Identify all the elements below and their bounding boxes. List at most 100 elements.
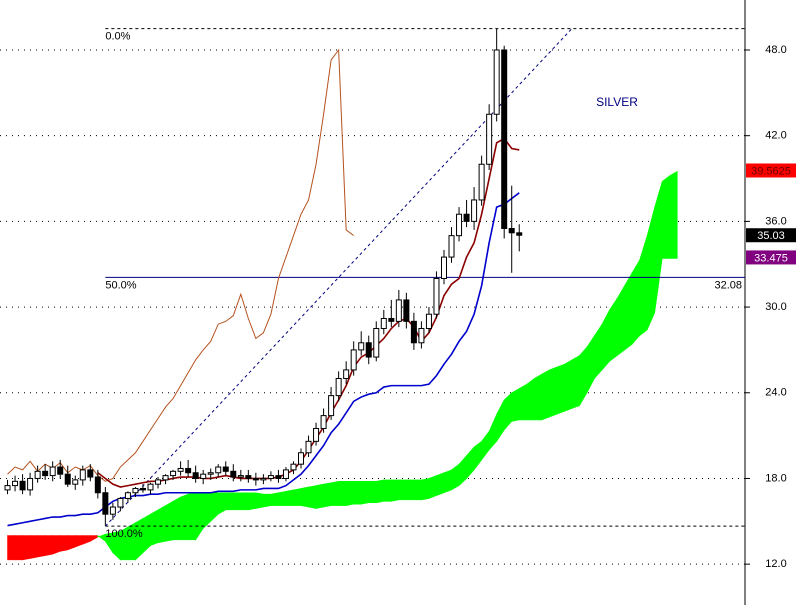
price-marker-box <box>746 250 796 265</box>
candle-body <box>222 466 229 472</box>
price-marker-label: 35.03 <box>757 230 785 242</box>
cloud-segment <box>44 535 53 556</box>
cloud-segment <box>308 485 317 509</box>
candle-body <box>373 327 380 358</box>
candle-body <box>313 427 320 442</box>
cloud-segment <box>29 535 38 559</box>
candle-body <box>245 475 252 479</box>
cloud-segment <box>616 284 625 357</box>
cloud-segment <box>518 383 528 421</box>
y-tick-label: 24.0 <box>765 387 786 399</box>
candle-body <box>290 463 297 471</box>
y-tick-label: 30.0 <box>765 301 786 313</box>
cloud-segment <box>541 369 550 421</box>
indicator-line <box>7 48 354 482</box>
indicator-line <box>7 192 520 527</box>
candle-body <box>343 369 350 379</box>
fib-level-label: 50.0% <box>105 279 136 291</box>
cloud-segment <box>406 479 415 501</box>
candle-body <box>79 469 86 481</box>
price-marker-label: 33.475 <box>754 252 788 264</box>
candle-body <box>215 466 222 474</box>
candle-body <box>440 256 447 280</box>
candle-body <box>471 199 478 222</box>
candle-body <box>335 377 342 397</box>
candle-body <box>448 235 455 258</box>
candle-body <box>109 506 116 515</box>
candle-body <box>282 469 289 479</box>
cloud-segment <box>67 535 76 551</box>
candle-body <box>463 213 470 222</box>
y-tick-label: 36.0 <box>765 215 786 227</box>
cloud-segment <box>391 479 400 502</box>
candle-body <box>267 475 274 479</box>
candle-body <box>320 415 327 429</box>
cloud-segment <box>661 175 671 259</box>
candle-body <box>230 470 237 478</box>
fib-level-label: 0.0% <box>105 30 130 42</box>
fib-level-value: 32.08 <box>714 279 742 291</box>
cloud-segment <box>564 359 573 412</box>
candle-body <box>350 349 357 371</box>
candle-body <box>305 440 312 454</box>
candle-body <box>139 487 146 491</box>
price-marker-label: 39.5625 <box>751 165 791 177</box>
candle-body <box>501 49 508 230</box>
cloud-segment <box>315 483 324 509</box>
cloud-segment <box>413 479 422 501</box>
cloud-segment <box>37 535 46 558</box>
candle-body <box>380 317 387 329</box>
cloud-segment <box>142 513 151 554</box>
candle-body <box>237 475 244 478</box>
cloud-segment <box>533 373 543 421</box>
candle-body <box>27 477 34 491</box>
cloud-segment <box>150 509 159 547</box>
cloud-segment <box>511 387 520 422</box>
candle-body <box>72 479 79 485</box>
cloud-segment <box>556 363 565 415</box>
cloud-segment <box>549 366 558 418</box>
cloud-segment <box>669 170 678 259</box>
candle-body <box>64 473 71 485</box>
cloud-segment <box>624 271 633 351</box>
cloud-segment <box>421 478 430 501</box>
candle-body <box>147 483 154 491</box>
cloud-segment <box>157 505 166 544</box>
candle-body <box>478 163 485 201</box>
cloud-segment <box>165 500 174 542</box>
cloud-segment <box>263 493 272 508</box>
candle-body <box>19 480 26 491</box>
cloud-segment <box>571 355 580 409</box>
candle-body <box>102 492 109 515</box>
cloud-segment <box>631 258 640 346</box>
cloud-segment <box>293 488 302 506</box>
candle-body <box>486 113 493 165</box>
chart-title: SILVER <box>596 95 638 109</box>
candle-body <box>170 470 177 477</box>
candle-body <box>124 492 131 499</box>
candle-body <box>117 497 124 508</box>
candle-body <box>162 475 169 481</box>
candle-body <box>260 477 267 481</box>
cloud-segment <box>360 481 370 505</box>
candle-body <box>365 342 372 358</box>
candle-body <box>12 480 19 487</box>
cloud-segment <box>270 492 279 506</box>
candle-body <box>508 228 515 234</box>
cloud-segment <box>398 479 407 501</box>
cloud-segment <box>338 481 347 506</box>
cloud-segment <box>353 481 362 505</box>
cloud-segment <box>428 475 437 499</box>
cloud-segment <box>436 472 445 497</box>
cloud-segment <box>285 489 294 506</box>
candle-body <box>328 395 335 417</box>
candle-body <box>456 213 463 237</box>
cloud-segment <box>330 480 339 506</box>
candle-body <box>403 299 410 322</box>
candle-body <box>358 342 365 351</box>
candle-body <box>275 475 282 479</box>
cloud-segment <box>172 496 181 541</box>
cloud-segment <box>383 479 392 502</box>
